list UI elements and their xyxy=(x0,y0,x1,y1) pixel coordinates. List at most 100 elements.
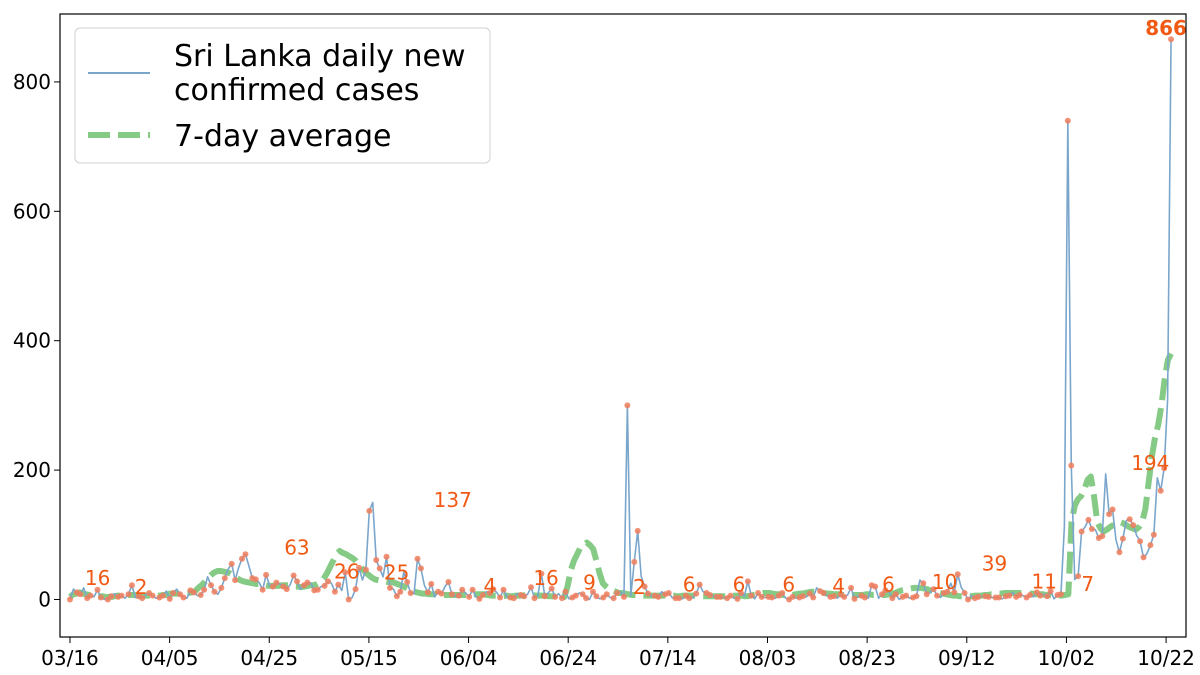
data-label: 194 xyxy=(1131,451,1169,475)
data-label: 2 xyxy=(633,575,646,599)
data-point xyxy=(755,590,762,597)
data-point xyxy=(77,591,84,598)
data-point xyxy=(352,586,359,593)
data-point xyxy=(149,592,156,599)
data-point xyxy=(572,592,579,599)
data-point xyxy=(438,590,445,597)
data-point xyxy=(283,586,290,593)
data-point xyxy=(944,588,951,595)
data-point xyxy=(717,593,724,600)
y-tick-label: 0 xyxy=(38,587,51,611)
data-point xyxy=(589,588,596,595)
data-point xyxy=(579,591,586,598)
data-point xyxy=(159,592,166,599)
data-point xyxy=(407,590,414,597)
data-label: 16 xyxy=(533,566,558,590)
data-point xyxy=(366,507,373,514)
data-point xyxy=(342,569,349,576)
data-point xyxy=(455,592,462,599)
data-point xyxy=(273,579,280,586)
data-point xyxy=(139,595,146,602)
data-point xyxy=(1150,531,1157,538)
data-point xyxy=(466,593,473,600)
data-point xyxy=(528,584,535,591)
data-point xyxy=(614,590,621,597)
data-point xyxy=(1147,542,1154,549)
data-label: 6 xyxy=(683,573,696,597)
data-point xyxy=(744,578,751,585)
data-point xyxy=(1137,538,1144,545)
data-point xyxy=(521,593,528,600)
data-point xyxy=(1157,487,1164,494)
data-point xyxy=(1119,535,1126,542)
data-point xyxy=(314,586,321,593)
data-point xyxy=(66,596,73,603)
data-point xyxy=(1099,533,1106,540)
data-point xyxy=(975,593,982,600)
y-axis: 0 200 400 600 800 xyxy=(13,70,60,611)
data-point xyxy=(1026,591,1033,598)
data-point xyxy=(362,566,369,573)
data-point xyxy=(97,594,104,601)
data-point xyxy=(686,595,693,602)
y-tick-label: 600 xyxy=(13,199,51,223)
data-label: 6 xyxy=(882,573,895,597)
data-point xyxy=(497,594,504,601)
data-point xyxy=(1161,465,1168,472)
data-point xyxy=(321,582,328,589)
data-point xyxy=(294,578,301,585)
data-point xyxy=(170,590,177,597)
data-point xyxy=(242,551,249,558)
data-point xyxy=(476,595,483,602)
data-point xyxy=(920,580,927,587)
data-label: 26 xyxy=(334,560,359,584)
data-point xyxy=(841,593,848,600)
y-tick-label: 200 xyxy=(13,458,51,482)
legend: Sri Lanka daily new confirmed cases 7-da… xyxy=(74,27,491,164)
data-point xyxy=(290,572,297,579)
data-point xyxy=(641,583,648,590)
data-point xyxy=(889,595,896,602)
data-point xyxy=(108,593,115,600)
y-tick-label: 400 xyxy=(13,329,51,353)
data-point xyxy=(634,527,641,534)
data-label: 2 xyxy=(135,575,148,599)
data-point xyxy=(383,553,390,560)
data-point xyxy=(696,581,703,588)
data-point xyxy=(94,586,101,593)
data-point xyxy=(1116,549,1123,556)
data-label: 11 xyxy=(1032,569,1057,593)
data-point xyxy=(1130,522,1137,529)
data-point xyxy=(500,586,507,593)
x-tick-label: 03/16 xyxy=(41,646,99,670)
data-point xyxy=(376,565,383,572)
data-point xyxy=(531,595,538,602)
data-point xyxy=(882,587,889,594)
plot-frame xyxy=(59,13,1187,638)
data-point xyxy=(789,593,796,600)
data-point xyxy=(930,586,937,593)
data-point xyxy=(552,593,559,600)
data-point xyxy=(548,585,555,592)
data-point xyxy=(393,593,400,600)
data-label: 6 xyxy=(782,573,795,597)
data-point xyxy=(486,590,493,597)
data-point xyxy=(645,590,652,597)
data-point xyxy=(624,402,631,409)
data-point xyxy=(404,579,411,586)
data-point xyxy=(810,594,817,601)
data-point xyxy=(631,558,638,565)
data-point xyxy=(356,564,362,571)
data-point xyxy=(748,592,755,599)
data-point xyxy=(923,591,930,598)
data-point xyxy=(1068,462,1075,469)
data-label: 4 xyxy=(832,574,845,598)
data-point xyxy=(610,595,617,602)
data-label: 866 xyxy=(1145,16,1187,40)
data-label: 7 xyxy=(1081,572,1094,596)
data-point xyxy=(996,594,1003,601)
data-point xyxy=(851,595,858,602)
data-point xyxy=(325,578,332,585)
data-point xyxy=(737,590,744,597)
